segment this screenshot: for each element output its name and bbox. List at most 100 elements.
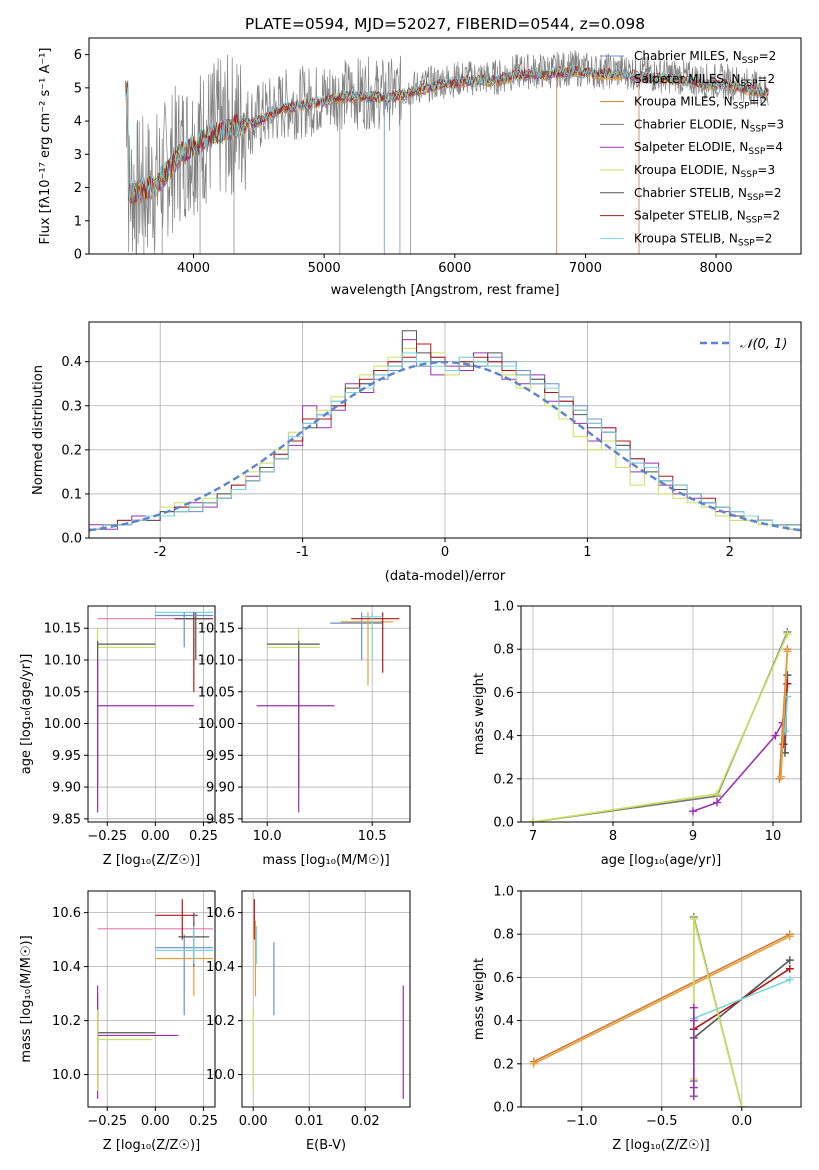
x-tick-label: 0.00	[141, 829, 170, 844]
errorbar-point	[178, 612, 210, 660]
series-marker	[737, 1103, 746, 1107]
x-tick-label: −0.25	[87, 1114, 127, 1129]
residuals-histogram-panel: -2 -1 0 1 2 0.0 0.1 0.2 0.3 0.4 (data-model)/error…	[31, 321, 802, 584]
series-marker	[785, 975, 794, 984]
y-tick-label: 10.2	[52, 1014, 81, 1029]
y-tick-label: 0.6	[493, 686, 514, 701]
errorbar-point	[97, 985, 179, 1099]
axes-frame	[241, 890, 411, 1108]
y-tick-label: 0.8	[493, 928, 514, 943]
legend-label-tail: =3	[766, 117, 784, 131]
legend-label-main: Salpeter ELODIE, N	[634, 140, 748, 154]
x-axis-label: Z [log₁₀(Z/Z☉)]	[103, 853, 200, 868]
x-tick-label: 10.0	[253, 829, 282, 844]
x-tick-label: 0.0	[731, 1114, 752, 1129]
legend-label-sub: SSP	[750, 124, 767, 134]
series-marker	[783, 630, 792, 639]
x-tick-label: −0.5	[646, 1114, 678, 1129]
y-tick-label: 5	[74, 81, 82, 96]
ticks: −0.25 0.00 0.25 9.85 9.90 9.95 10.00 10.05 10.10…	[44, 622, 218, 844]
age-vs-mass-panel: 10.0 10.5 9.85 9.90 9.95 10.00 10.05 10.10 10.15…	[198, 605, 411, 868]
y-tick-label: 10.10	[198, 654, 235, 669]
legend-label-sub: SSP	[742, 56, 759, 66]
legend-label-main: Chabrier MILES, N	[634, 49, 742, 63]
series-line	[533, 935, 791, 1065]
errorbar-point	[267, 628, 320, 807]
x-axis-label: (data-model)/error	[385, 569, 506, 584]
y-tick-label: 0	[74, 248, 82, 263]
legend-label-sub: SSP	[747, 193, 764, 203]
spectrum-model-line	[125, 64, 769, 203]
errorbar-point	[330, 612, 383, 660]
y-tick-label: 0.8	[493, 643, 514, 658]
errorbar-point	[256, 660, 335, 813]
errorbar-point	[361, 612, 383, 660]
figure-title: PLATE=0594, MJD=52027, FIBERID=0544, z=0…	[245, 15, 645, 33]
y-tick-label: 4	[74, 115, 82, 130]
y-tick-label: 9.90	[206, 781, 235, 796]
x-tick-label: 2	[726, 545, 734, 560]
grid-lines	[88, 891, 215, 1107]
histogram-step	[89, 347, 801, 538]
y-tick-label: 0.0	[61, 532, 82, 547]
x-axis-label: Z [log₁₀(Z/Z☉)]	[103, 1138, 200, 1153]
x-tick-label: 0.02	[351, 1114, 380, 1129]
y-tick-label: 9.90	[52, 781, 81, 796]
y-tick-label: 9.85	[52, 812, 81, 827]
errorbar-plot	[97, 611, 214, 813]
series-marker	[689, 1003, 698, 1012]
ticks: 7 8 9 10 0.0 0.2 0.4 0.6 0.8 1.0	[493, 600, 781, 845]
y-axis-label: mass weight	[472, 673, 487, 755]
y-axis-label: Normed distribution	[31, 365, 46, 495]
series-line	[780, 651, 789, 777]
legend-label-sub: SSP	[733, 102, 750, 112]
series-marker	[689, 915, 698, 924]
legend-label-main: Salpeter STELIB, N	[634, 209, 746, 223]
axes-frame	[87, 890, 216, 1108]
ticks: 0.00 0.01 0.02 10.0 10.2 10.4 10.6	[206, 906, 380, 1129]
errorbar-point	[155, 612, 214, 648]
series-marker	[771, 731, 780, 740]
legend-label-tail: =2	[750, 95, 768, 109]
x-tick-label: 0.25	[189, 829, 218, 844]
series-line	[692, 722, 784, 812]
legend-label: Kroupa STELIB, NSSP=2	[634, 231, 772, 248]
legend-label-tail: =2	[757, 72, 775, 86]
histogram-plot	[89, 330, 801, 538]
legend-label-tail: =2	[764, 186, 782, 200]
y-tick-label: 10.6	[52, 906, 81, 921]
y-tick-label: 10.15	[44, 622, 81, 637]
axes-frame	[87, 605, 216, 823]
y-tick-label: 3	[74, 148, 82, 163]
x-axis-label: mass [log₁₀(M/M☉)]	[262, 853, 389, 868]
grid-lines	[242, 606, 410, 822]
axes-frame	[241, 605, 411, 823]
legend-label-tail: =2	[755, 231, 773, 245]
x-tick-label: 1	[583, 545, 591, 560]
y-tick-label: 0.6	[493, 971, 514, 986]
y-axis-label: mass weight	[472, 958, 487, 1040]
y-tick-label: 9.95	[206, 749, 235, 764]
series-line	[533, 933, 791, 1063]
line-plot	[529, 627, 792, 822]
y-axis-label: Flux [fλ10⁻¹⁷ erg cm⁻² s⁻¹ A⁻¹]	[38, 48, 53, 245]
y-tick-label: 10.2	[206, 1014, 235, 1029]
ticks: −0.25 0.00 0.25 10.0 10.2 10.4 10.6	[52, 906, 218, 1129]
series-marker	[689, 807, 697, 816]
x-tick-label: 0.25	[189, 1114, 218, 1129]
legend-label-main: Salpeter MILES, N	[634, 72, 741, 86]
spectrum-plot	[125, 50, 769, 254]
y-tick-label: 10.05	[44, 685, 81, 700]
y-tick-label: 1	[74, 214, 82, 229]
grid-lines	[88, 606, 215, 822]
y-axis-label: age [log₁₀(age/yr)]	[19, 654, 34, 775]
y-axis-label: mass [log₁₀(M/M☉)]	[19, 935, 34, 1062]
series-line	[693, 918, 743, 1107]
x-tick-label: 5000	[308, 261, 341, 276]
grid-lines	[521, 605, 801, 823]
legend-label-main: Chabrier ELODIE, N	[634, 117, 750, 131]
errorbar-plot	[97, 899, 214, 1099]
legend-label-tail: =3	[757, 163, 775, 177]
x-tick-label: 10.5	[358, 829, 387, 844]
y-tick-label: 1.0	[493, 600, 514, 615]
